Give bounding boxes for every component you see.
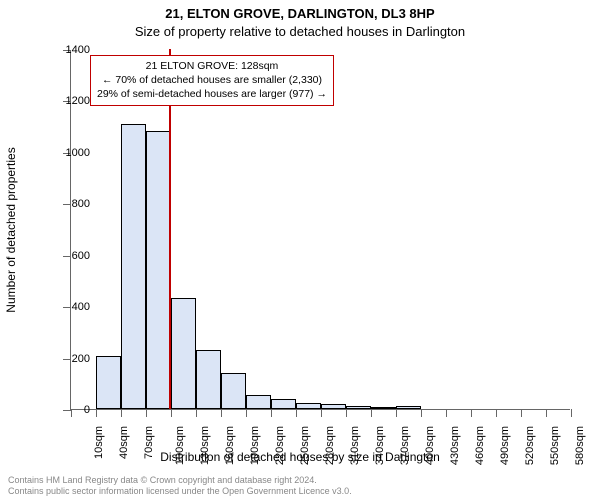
x-tick bbox=[571, 409, 572, 417]
x-tick bbox=[346, 409, 347, 417]
annotation-line2: ← 70% of detached houses are smaller (2,… bbox=[97, 73, 327, 87]
histogram-bar bbox=[296, 403, 321, 409]
histogram-bar bbox=[346, 406, 371, 409]
y-tick-label: 200 bbox=[50, 353, 90, 365]
y-tick-label: 1200 bbox=[50, 95, 90, 107]
footer-line1: Contains HM Land Registry data © Crown c… bbox=[8, 475, 352, 487]
chart-title-main: 21, ELTON GROVE, DARLINGTON, DL3 8HP bbox=[0, 6, 600, 21]
footer-attribution: Contains HM Land Registry data © Crown c… bbox=[8, 475, 352, 498]
histogram-bar bbox=[246, 395, 271, 409]
x-tick bbox=[446, 409, 447, 417]
x-tick bbox=[496, 409, 497, 417]
annotation-box: 21 ELTON GROVE: 128sqm ← 70% of detached… bbox=[90, 55, 334, 106]
x-axis-title: Distribution of detached houses by size … bbox=[0, 450, 600, 464]
annotation-line1: 21 ELTON GROVE: 128sqm bbox=[97, 59, 327, 73]
y-tick-label: 800 bbox=[50, 198, 90, 210]
histogram-bar bbox=[371, 407, 396, 409]
y-tick-label: 0 bbox=[50, 404, 90, 416]
x-tick bbox=[246, 409, 247, 417]
histogram-bar bbox=[271, 399, 296, 409]
y-tick-label: 1400 bbox=[50, 44, 90, 56]
footer-line2: Contains public sector information licen… bbox=[8, 486, 352, 498]
y-tick-label: 1000 bbox=[50, 147, 90, 159]
y-tick-label: 600 bbox=[50, 250, 90, 262]
x-tick bbox=[471, 409, 472, 417]
x-tick bbox=[146, 409, 147, 417]
x-tick bbox=[221, 409, 222, 417]
x-tick bbox=[546, 409, 547, 417]
x-tick bbox=[96, 409, 97, 417]
x-tick bbox=[321, 409, 322, 417]
chart-container: 21, ELTON GROVE, DARLINGTON, DL3 8HP Siz… bbox=[0, 0, 600, 500]
x-tick bbox=[521, 409, 522, 417]
x-tick bbox=[121, 409, 122, 417]
x-tick bbox=[171, 409, 172, 417]
y-tick-label: 400 bbox=[50, 301, 90, 313]
histogram-bar bbox=[121, 124, 146, 409]
x-tick bbox=[271, 409, 272, 417]
histogram-bar bbox=[146, 131, 171, 409]
chart-title-sub: Size of property relative to detached ho… bbox=[0, 24, 600, 39]
x-tick bbox=[421, 409, 422, 417]
histogram-bar bbox=[396, 406, 421, 409]
histogram-bar bbox=[171, 298, 196, 409]
x-tick bbox=[371, 409, 372, 417]
histogram-bar bbox=[321, 404, 346, 409]
histogram-bar bbox=[196, 350, 221, 409]
histogram-bar bbox=[96, 356, 121, 409]
annotation-line3: 29% of semi-detached houses are larger (… bbox=[97, 87, 327, 101]
x-tick bbox=[296, 409, 297, 417]
histogram-bar bbox=[221, 373, 246, 409]
x-tick bbox=[396, 409, 397, 417]
x-tick bbox=[196, 409, 197, 417]
y-axis-title: Number of detached properties bbox=[4, 147, 18, 312]
